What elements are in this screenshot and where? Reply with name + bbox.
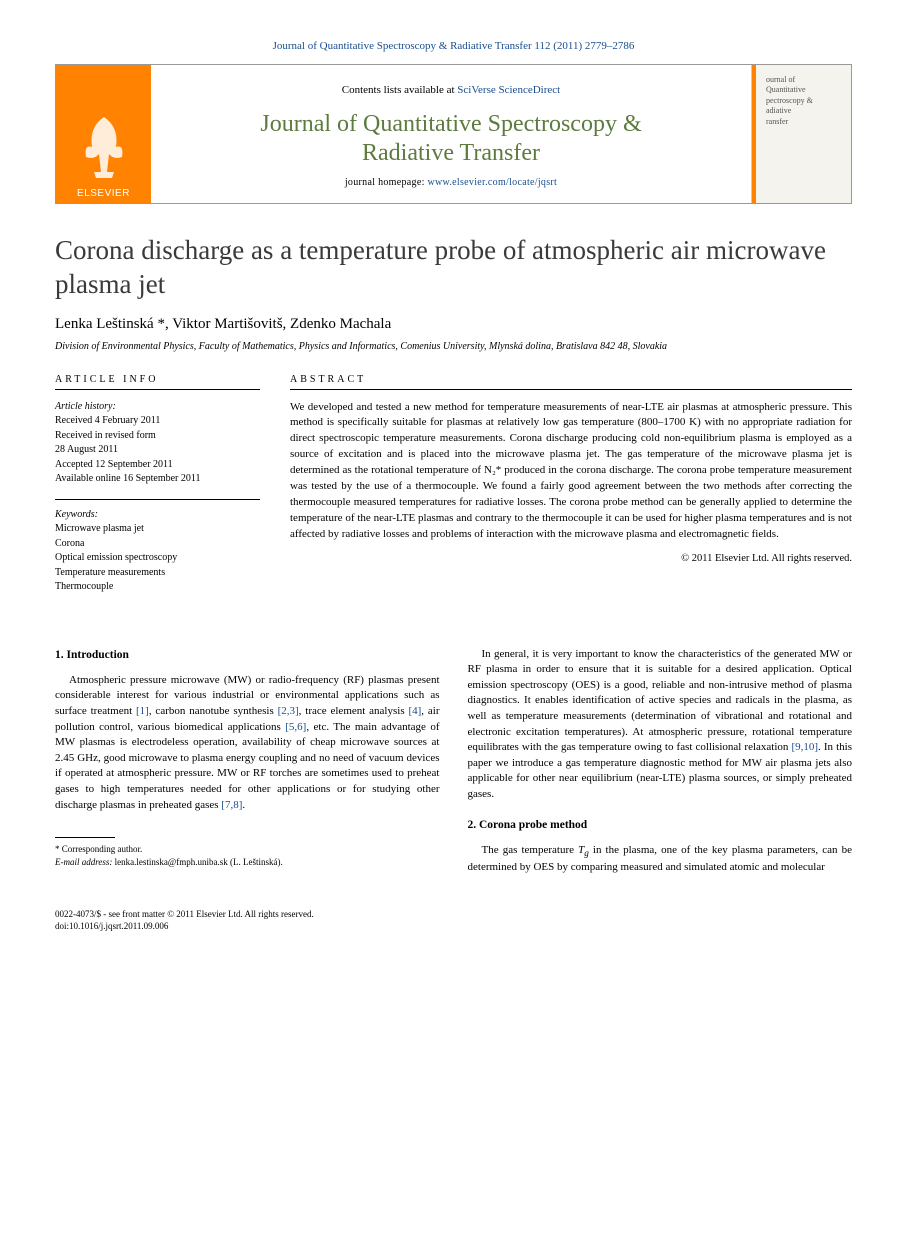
history-line: Accepted 12 September 2011 bbox=[55, 458, 260, 473]
history-label: Article history: bbox=[55, 400, 260, 415]
footer-doi: doi:10.1016/j.jqsrt.2011.09.006 bbox=[55, 920, 852, 933]
journal-homepage-line: journal homepage: www.elsevier.com/locat… bbox=[345, 177, 557, 188]
author-email[interactable]: lenka.lestinska@fmph.uniba.sk bbox=[115, 857, 228, 867]
keywords-block: Keywords: Microwave plasma jet Corona Op… bbox=[55, 499, 260, 595]
header-citation: Journal of Quantitative Spectroscopy & R… bbox=[55, 40, 852, 52]
article-info-heading: ARTICLE INFO bbox=[55, 374, 260, 390]
publisher-name: ELSEVIER bbox=[77, 188, 130, 199]
body-column-left: 1. Introduction Atmospheric pressure mic… bbox=[55, 647, 440, 886]
article-info-column: ARTICLE INFO Article history: Received 4… bbox=[55, 374, 260, 607]
masthead-center: Contents lists available at SciVerse Sci… bbox=[151, 65, 751, 203]
abstract-column: ABSTRACT We developed and tested a new m… bbox=[290, 374, 852, 607]
publisher-logo-block: ELSEVIER bbox=[56, 65, 151, 203]
sciencedirect-link[interactable]: SciVerse ScienceDirect bbox=[457, 84, 560, 96]
history-line: 28 August 2011 bbox=[55, 443, 260, 458]
keyword: Microwave plasma jet bbox=[55, 522, 260, 537]
section-2-heading: 2. Corona probe method bbox=[468, 817, 853, 833]
footnote-separator bbox=[55, 837, 115, 838]
footer-bar: 0022-4073/$ - see front matter © 2011 El… bbox=[55, 908, 852, 933]
keywords-label: Keywords: bbox=[55, 508, 260, 523]
homepage-prefix: journal homepage: bbox=[345, 177, 428, 188]
section-1-heading: 1. Introduction bbox=[55, 647, 440, 663]
info-abstract-row: ARTICLE INFO Article history: Received 4… bbox=[55, 374, 852, 607]
email-line: E-mail address: lenka.lestinska@fmph.uni… bbox=[55, 856, 440, 869]
article-history-block: Article history: Received 4 February 201… bbox=[55, 400, 260, 487]
ref-link[interactable]: [5,6] bbox=[285, 721, 306, 733]
keyword: Thermocouple bbox=[55, 580, 260, 595]
body-column-right: In general, it is very important to know… bbox=[468, 647, 853, 886]
abstract-copyright: © 2011 Elsevier Ltd. All rights reserved… bbox=[290, 553, 852, 564]
section-1-paragraph-1: Atmospheric pressure microwave (MW) or r… bbox=[55, 673, 440, 813]
abstract-heading: ABSTRACT bbox=[290, 374, 852, 390]
keyword: Corona bbox=[55, 537, 260, 552]
cover-stripe bbox=[752, 65, 756, 203]
journal-name: Journal of Quantitative Spectroscopy & R… bbox=[260, 110, 641, 168]
section-2-paragraph-1: The gas temperature Tg in the plasma, on… bbox=[468, 843, 853, 876]
corresponding-author-note: * Corresponding author. bbox=[55, 843, 440, 856]
keyword: Optical emission spectroscopy bbox=[55, 551, 260, 566]
abstract-text: We developed and tested a new method for… bbox=[290, 400, 852, 543]
footnote-block: * Corresponding author. E-mail address: … bbox=[55, 843, 440, 868]
elsevier-tree-icon bbox=[74, 112, 134, 182]
contents-available-line: Contents lists available at SciVerse Sci… bbox=[342, 80, 560, 100]
ref-link[interactable]: [7,8] bbox=[221, 799, 242, 811]
history-line: Available online 16 September 2011 bbox=[55, 472, 260, 487]
ref-link[interactable]: [4] bbox=[408, 705, 421, 717]
history-line: Received in revised form bbox=[55, 429, 260, 444]
article-title: Corona discharge as a temperature probe … bbox=[55, 234, 852, 302]
homepage-link[interactable]: www.elsevier.com/locate/jqsrt bbox=[427, 177, 557, 188]
section-1-paragraph-2: In general, it is very important to know… bbox=[468, 647, 853, 803]
affiliation: Division of Environmental Physics, Facul… bbox=[55, 341, 852, 352]
contents-prefix: Contents lists available at bbox=[342, 84, 457, 96]
ref-link[interactable]: [2,3] bbox=[278, 705, 299, 717]
cover-text: ournal of Quantitative pectroscopy & adi… bbox=[766, 75, 845, 127]
body-columns: 1. Introduction Atmospheric pressure mic… bbox=[55, 647, 852, 886]
masthead: ELSEVIER Contents lists available at Sci… bbox=[55, 64, 852, 204]
ref-link[interactable]: [9,10] bbox=[791, 741, 818, 753]
journal-cover-thumb: ournal of Quantitative pectroscopy & adi… bbox=[751, 65, 851, 203]
history-line: Received 4 February 2011 bbox=[55, 414, 260, 429]
authors-line: Lenka Leštinská *, Viktor Martišovitš, Z… bbox=[55, 316, 852, 333]
ref-link[interactable]: [1] bbox=[136, 705, 149, 717]
footer-copyright: 0022-4073/$ - see front matter © 2011 El… bbox=[55, 908, 852, 921]
keyword: Temperature measurements bbox=[55, 566, 260, 581]
